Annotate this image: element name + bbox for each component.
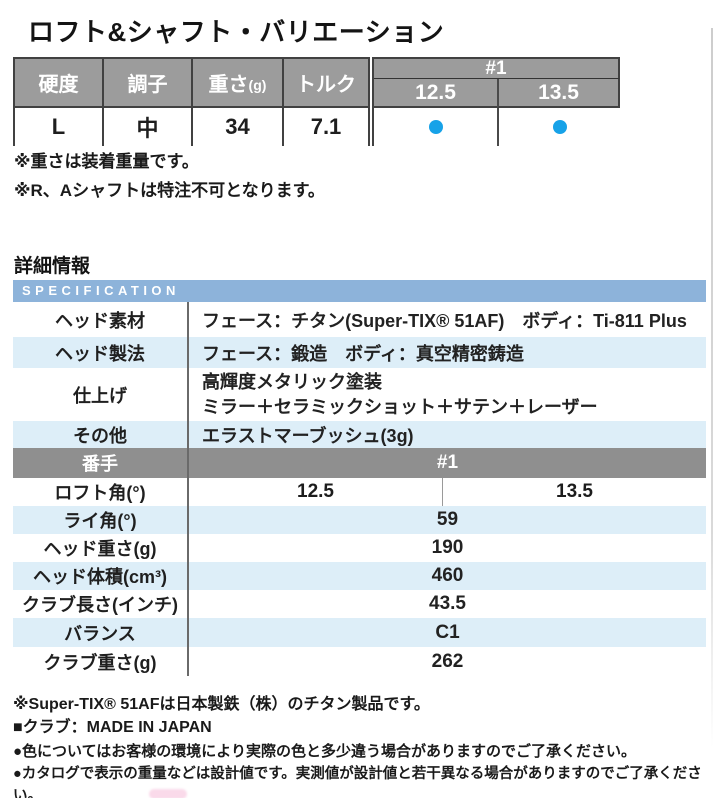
spec-label: ライ角(°) — [13, 506, 189, 534]
spec-label: クラブ長さ(インチ) — [13, 590, 189, 618]
note-line: ※重さは装着重量です。 — [14, 152, 199, 171]
footer-notes: ※Super-TIX® 51AFは日本製鉄（株）のチタン製品です。 ■クラブ：M… — [13, 693, 720, 798]
note-line: ※Super-TIX® 51AFは日本製鉄（株）のチタン製品です。 — [13, 696, 430, 713]
note-line: ●色についてはお客様の環境により実際の色と多少違う場合がありますのでご了承くださ… — [13, 743, 637, 760]
spec-label: クラブ重さ(g) — [13, 647, 189, 676]
weight-header-unit: (g) — [248, 76, 267, 93]
note-line: ●カタログで表示の重量などは設計値です。実測値が設計値と若干異なる場合があります… — [13, 766, 702, 798]
spec-value: C1 — [435, 621, 460, 643]
availability-dot-icon — [428, 120, 443, 134]
details-section-title: 詳細情報 — [14, 256, 91, 277]
spec-row-club-weight: クラブ重さ(g) 262 — [13, 647, 706, 676]
column-header-weight: 重さ (g) — [191, 57, 282, 108]
spec-value: 262 — [431, 650, 464, 672]
variation-notes: ※重さは装着重量です。 ※R、Aシャフトは特注不可となります。 — [14, 147, 325, 205]
note-line: ※R、Aシャフトは特注不可となります。 — [14, 181, 325, 200]
spec-value-line: ミラー＋セラミックショット＋サテン＋レーザー — [202, 396, 598, 417]
page-right-border — [711, 28, 713, 748]
spec-value: 高輝度メタリック塗装 ミラー＋セラミックショット＋サテン＋レーザー — [189, 368, 706, 421]
double-line-separator — [368, 57, 374, 146]
spec-row-lie-angle: ライ角(°) 59 — [13, 506, 706, 534]
loft-value-13-5: 13.5 — [556, 481, 593, 502]
spec-value: フェース：チタン(Super-TIX® 51AF) ボディ：Ti-811 Plu… — [202, 310, 687, 331]
spec-row-finish: 仕上げ 高輝度メタリック塗装 ミラー＋セラミックショット＋サテン＋レーザー — [13, 368, 706, 421]
spec-value: #1 — [436, 452, 459, 473]
spec-row-balance: バランス C1 — [13, 618, 706, 647]
group-header-number1: #1 — [374, 57, 620, 79]
availability-dot-icon — [552, 120, 567, 134]
subheader-loft-12-5: 12.5 — [374, 79, 497, 108]
value-flex: 中 — [102, 108, 191, 146]
spec-label: 仕上げ — [13, 368, 189, 421]
spec-row-head-construction: ヘッド製法 フェース：鍛造 ボディ：真空精密鋳造 — [13, 337, 706, 368]
spec-value: 190 — [431, 537, 464, 558]
loft-value-12-5: 12.5 — [189, 478, 443, 506]
spec-row-head-material: ヘッド素材 フェース：チタン(Super-TIX® 51AF) ボディ：Ti-8… — [13, 302, 706, 337]
variation-table: 硬度 調子 重さ (g) トルク #1 12.5 13.5 L 中 34 7.1 — [13, 57, 620, 146]
column-header-torque: トルク — [282, 57, 368, 108]
spec-label: ヘッド製法 — [13, 337, 189, 368]
availability-cell-13-5 — [497, 108, 620, 146]
spec-row-other: その他 エラストマーブッシュ(3g) — [13, 421, 706, 448]
spec-row-head-volume: ヘッド体積(cm³) 460 — [13, 562, 706, 590]
value-hardness: L — [13, 108, 102, 146]
spec-value: 59 — [436, 509, 459, 530]
availability-cell-12-5 — [374, 108, 497, 146]
spec-label: ヘッド体積(cm³) — [13, 562, 189, 590]
specification-bar: SPECIFICATION — [13, 280, 706, 302]
spec-row-club-length: クラブ長さ(インチ) 43.5 — [13, 590, 706, 618]
spec-row-head-weight: ヘッド重さ(g) 190 — [13, 534, 706, 562]
spec-label: その他 — [13, 421, 189, 448]
spec-label: ヘッド重さ(g) — [13, 534, 189, 562]
cropped-pink-element — [149, 789, 187, 798]
spec-row-loft-angle: ロフト角(°) 12.5 13.5 — [13, 478, 706, 506]
subheader-loft-13-5: 13.5 — [497, 79, 620, 108]
spec-label: バランス — [13, 618, 189, 647]
page-title: ロフト&シャフト・バリエーション — [28, 17, 445, 47]
loft-values: 12.5 13.5 — [189, 478, 706, 506]
weight-header-text: 重さ — [208, 74, 249, 96]
spec-value-line: 高輝度メタリック塗装 — [202, 371, 382, 392]
spec-label: ヘッド素材 — [13, 302, 189, 337]
column-header-hardness: 硬度 — [13, 57, 102, 108]
spec-label: 番手 — [13, 448, 189, 478]
spec-row-club-number: 番手 #1 — [13, 448, 706, 478]
value-weight: 34 — [191, 108, 282, 146]
spec-value: フェース：鍛造 ボディ：真空精密鋳造 — [202, 343, 524, 364]
specification-table: ヘッド素材 フェース：チタン(Super-TIX® 51AF) ボディ：Ti-8… — [13, 302, 706, 676]
value-torque: 7.1 — [282, 108, 368, 146]
note-line: ■クラブ：MADE IN JAPAN — [13, 719, 212, 736]
spec-label: ロフト角(°) — [13, 478, 189, 506]
column-header-flex: 調子 — [102, 57, 191, 108]
spec-value: 460 — [431, 565, 464, 586]
spec-value: 43.5 — [429, 593, 466, 614]
spec-value: エラストマーブッシュ(3g) — [202, 425, 414, 446]
